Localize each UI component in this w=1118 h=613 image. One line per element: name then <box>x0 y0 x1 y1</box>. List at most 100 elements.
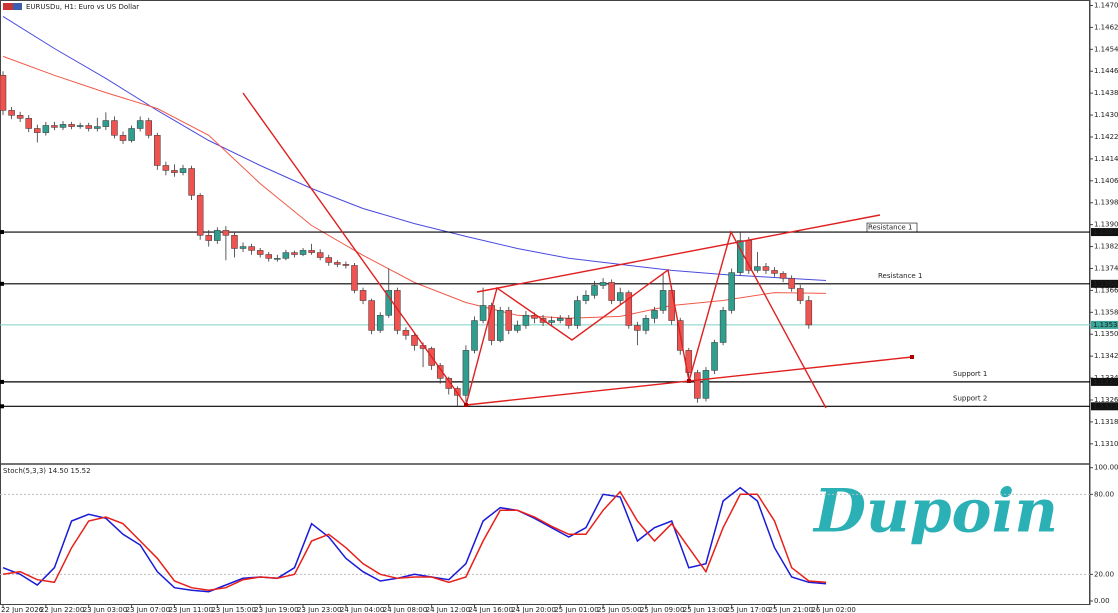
x-tick-label: 22 Jun 2026 <box>1 606 44 613</box>
anchor-point <box>910 355 914 359</box>
candle-body <box>411 335 418 346</box>
candle-body <box>42 125 50 133</box>
candle-body <box>651 310 658 319</box>
candle-body <box>496 310 504 341</box>
y-tick-label: 1.13660 <box>1094 286 1118 294</box>
y-tick-label: 0.00 <box>1094 597 1110 605</box>
x-tick-label: 25 Jun 13:00 <box>683 606 727 613</box>
candle-body <box>94 126 101 129</box>
candle-body <box>796 288 804 301</box>
candle-body <box>471 320 478 351</box>
candle-body <box>368 300 375 331</box>
level-price-box <box>1091 377 1118 386</box>
level-handle <box>0 379 4 384</box>
trend-lines <box>242 92 914 409</box>
y-tick-label: 1.14700 <box>1094 1 1118 9</box>
candle-body <box>111 120 118 136</box>
y-tick-label: 1.13580 <box>1094 308 1118 316</box>
candle-body <box>694 372 701 399</box>
anchor-point <box>687 379 691 383</box>
x-tick-label: 23 Jun 03:00 <box>83 606 127 613</box>
x-tick-label: 24 Jun 12:00 <box>426 606 470 613</box>
y-tick-label: 1.13420 <box>1094 352 1118 360</box>
symbol-icon <box>3 3 13 10</box>
candle-body <box>642 318 650 331</box>
candle-body <box>762 266 770 271</box>
candle-body <box>76 125 84 127</box>
candle-body <box>179 168 187 173</box>
candle-body <box>145 120 152 136</box>
level-price: 1.13326 <box>1093 378 1118 386</box>
x-tick-label: 23 Jun 23:00 <box>297 606 341 613</box>
candle-body <box>608 282 615 301</box>
candle-body <box>351 265 358 291</box>
candle-body <box>779 273 787 279</box>
level-price-box <box>1091 228 1118 237</box>
level-price-box <box>1091 402 1118 411</box>
candle-body <box>85 125 92 129</box>
candle-body <box>548 320 555 323</box>
candle-body <box>574 300 581 326</box>
x-tick-label: 26 Jun 02:00 <box>811 606 855 613</box>
candle-body <box>316 252 324 258</box>
level-price: 1.13237 <box>1093 402 1118 410</box>
candle-body <box>736 240 744 273</box>
channel-upper <box>476 214 881 293</box>
candle-body <box>205 235 212 241</box>
candle-body <box>488 305 495 341</box>
candle-body <box>625 292 633 326</box>
x-tick-label: 22 Jun 22:00 <box>40 606 84 613</box>
candle-body <box>556 318 564 321</box>
y-tick-label: 20.00 <box>1094 570 1114 578</box>
candle-body <box>214 230 221 241</box>
candle-body <box>659 290 667 311</box>
candle-body <box>68 124 75 127</box>
x-tick-label: 24 Jun 20:00 <box>511 606 555 613</box>
candle-body <box>445 378 453 389</box>
candle-body <box>25 118 32 129</box>
x-tick-label: 23 Jun 07:00 <box>126 606 170 613</box>
y-tick-label: 100.00 <box>1094 464 1118 472</box>
candle-body <box>702 370 710 399</box>
candle-body <box>479 305 487 321</box>
candle-body <box>291 252 298 255</box>
candle-body <box>711 342 718 371</box>
candle-body <box>359 290 367 301</box>
y-tick-label: 1.13900 <box>1094 221 1118 229</box>
candle-body <box>342 264 350 266</box>
candle-body <box>402 330 410 336</box>
y-tick-label: 1.14220 <box>1094 133 1118 141</box>
candle-body <box>668 290 675 321</box>
candle-body <box>599 282 607 286</box>
y-tick-label: 1.14140 <box>1094 155 1118 163</box>
x-tick-label: 24 Jun 04:00 <box>340 606 384 613</box>
zigzag-line <box>242 92 827 409</box>
level-label: Support 1 <box>953 370 987 378</box>
plot-frame <box>0 0 1090 605</box>
candle-body <box>248 246 255 251</box>
candle-body <box>8 110 15 116</box>
candle-body <box>771 270 778 274</box>
candle-body <box>514 325 521 331</box>
candle-body <box>385 290 393 316</box>
candle-body <box>299 250 307 255</box>
candle-body <box>239 246 247 249</box>
indicator-title: Stoch(5,3,3) 14.50 15.52 <box>3 467 91 475</box>
level-price: 1.13684 <box>1093 280 1118 288</box>
candle-body <box>325 257 333 263</box>
anchor-point <box>464 403 468 407</box>
candle-body <box>102 120 110 127</box>
candle-body <box>788 278 795 289</box>
y-tick-label: 1.14380 <box>1094 89 1118 97</box>
candle-body <box>754 266 761 271</box>
y-tick-label: 1.14540 <box>1094 45 1118 53</box>
candle-body <box>171 170 178 173</box>
x-tick-label: 25 Jun 01:00 <box>554 606 598 613</box>
candle-body <box>308 250 315 253</box>
candle-body <box>154 135 161 166</box>
x-tick-label: 23 Jun 15:00 <box>211 606 255 613</box>
y-tick-label: 1.13980 <box>1094 199 1118 207</box>
y-tick-label: 1.13500 <box>1094 330 1118 338</box>
x-tick-label: 25 Jun 17:00 <box>726 606 770 613</box>
candle-body <box>565 318 573 326</box>
